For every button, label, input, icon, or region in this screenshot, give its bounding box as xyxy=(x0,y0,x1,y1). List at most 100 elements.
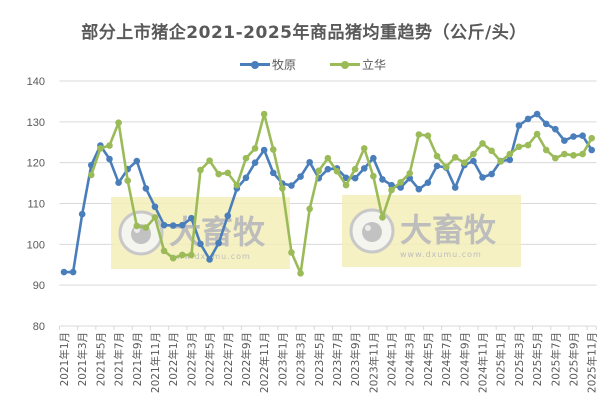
eye-highlight-icon xyxy=(365,225,371,231)
data-point-marker xyxy=(115,179,122,186)
data-point-marker xyxy=(342,174,350,182)
data-point-marker xyxy=(424,179,432,186)
data-point-marker xyxy=(470,150,477,158)
x-tick-label: 2025年1月 xyxy=(495,332,508,386)
data-point-marker xyxy=(279,185,286,192)
data-point-marker xyxy=(406,169,414,177)
data-point-marker xyxy=(360,145,368,152)
legend-item-muyuan[interactable]: 牧原 xyxy=(240,56,296,73)
x-tick-label: 2022年11月 xyxy=(258,332,271,393)
x-tick-label: 2021年7月 xyxy=(113,332,126,386)
data-point-marker xyxy=(570,133,577,140)
data-point-marker xyxy=(552,154,559,162)
data-point-marker xyxy=(197,166,204,174)
data-point-marker xyxy=(69,268,77,276)
legend-label: 立华 xyxy=(362,58,387,72)
data-point-marker xyxy=(579,132,586,140)
data-point-marker xyxy=(142,185,150,192)
x-tick-label: 2022年1月 xyxy=(167,332,180,386)
x-tick-label: 2023年3月 xyxy=(295,332,308,386)
x-tick-label: 2022年3月 xyxy=(185,332,198,386)
data-point-marker xyxy=(479,140,486,147)
data-point-marker xyxy=(451,154,459,161)
data-point-marker xyxy=(87,171,95,179)
data-point-marker xyxy=(506,156,514,164)
x-tick-label: 2025年11月 xyxy=(586,332,599,393)
data-point-marker xyxy=(242,154,250,162)
data-point-marker xyxy=(133,222,141,230)
data-point-marker xyxy=(78,210,86,218)
data-point-marker xyxy=(297,270,304,277)
legend-dot-icon xyxy=(341,60,349,69)
data-point-marker xyxy=(533,110,541,118)
data-point-marker xyxy=(206,157,213,164)
x-tick-label: 2022年9月 xyxy=(240,332,253,386)
x-tick-label: 2021年9月 xyxy=(131,332,144,386)
data-point-marker xyxy=(542,146,550,154)
data-point-marker xyxy=(379,176,386,183)
data-point-marker xyxy=(433,152,441,160)
y-tick-label: 120 xyxy=(27,158,45,170)
y-tick-label: 80 xyxy=(33,321,45,333)
legend-item-lihua[interactable]: 立华 xyxy=(330,56,386,73)
data-point-marker xyxy=(115,119,122,126)
data-point-marker xyxy=(151,214,159,221)
x-tick-label: 2024年7月 xyxy=(440,332,453,386)
data-point-marker xyxy=(306,205,313,213)
data-point-marker xyxy=(206,256,213,263)
y-tick-label: 110 xyxy=(27,199,45,211)
chart-legend: 牧原 立华 xyxy=(0,56,608,74)
data-point-marker xyxy=(579,150,586,158)
data-point-marker xyxy=(470,157,477,165)
data-point-marker xyxy=(415,131,423,138)
y-tick-label: 100 xyxy=(27,239,45,251)
data-point-marker xyxy=(160,247,168,255)
data-point-marker xyxy=(388,181,395,189)
data-point-marker xyxy=(542,120,550,128)
legend-label: 牧原 xyxy=(272,58,297,72)
data-point-marker xyxy=(570,152,577,159)
data-point-marker xyxy=(524,141,532,149)
data-point-marker xyxy=(297,173,304,180)
data-point-marker xyxy=(397,178,404,186)
data-point-marker xyxy=(224,169,232,177)
x-axis: 2021年1月 2021年3月 2021年5月 2021年7月 2021年9月 2021年… xyxy=(58,325,599,393)
x-tick-label: 2024年5月 xyxy=(422,332,435,386)
data-point-marker xyxy=(424,132,432,140)
data-point-marker xyxy=(106,142,113,149)
data-point-marker xyxy=(224,212,232,220)
data-point-marker xyxy=(397,184,404,191)
data-point-marker xyxy=(379,214,386,221)
data-point-marker xyxy=(342,181,350,189)
data-point-marker xyxy=(215,170,222,178)
data-point-marker xyxy=(442,163,450,171)
x-tick-label: 2024年9月 xyxy=(458,332,471,386)
data-point-marker xyxy=(251,145,259,152)
data-point-marker xyxy=(269,169,277,177)
data-point-marker xyxy=(288,249,295,256)
data-point-marker xyxy=(506,150,514,158)
x-tick-label: 2024年11月 xyxy=(477,332,490,393)
data-point-marker xyxy=(60,268,68,276)
data-point-marker xyxy=(588,134,595,142)
data-point-marker xyxy=(215,239,222,247)
data-point-marker xyxy=(269,146,277,153)
legend-dot-icon xyxy=(251,60,259,69)
data-point-marker xyxy=(124,177,131,184)
data-point-marker xyxy=(197,240,204,248)
x-tick-label: 2024年1月 xyxy=(386,332,399,386)
x-tick-label: 2021年5月 xyxy=(94,332,107,386)
data-point-marker xyxy=(251,159,259,166)
data-point-marker xyxy=(552,125,559,133)
data-point-marker xyxy=(351,174,359,182)
data-point-marker xyxy=(188,251,195,259)
data-point-marker xyxy=(106,155,113,163)
data-point-marker xyxy=(178,221,186,229)
data-point-marker xyxy=(360,165,368,172)
data-point-marker xyxy=(315,167,323,175)
data-point-marker xyxy=(169,254,177,262)
data-point-marker xyxy=(333,167,341,175)
data-point-marker xyxy=(324,154,332,162)
x-tick-label: 2021年11月 xyxy=(149,332,162,393)
x-tick-label: 2023年5月 xyxy=(313,332,326,386)
